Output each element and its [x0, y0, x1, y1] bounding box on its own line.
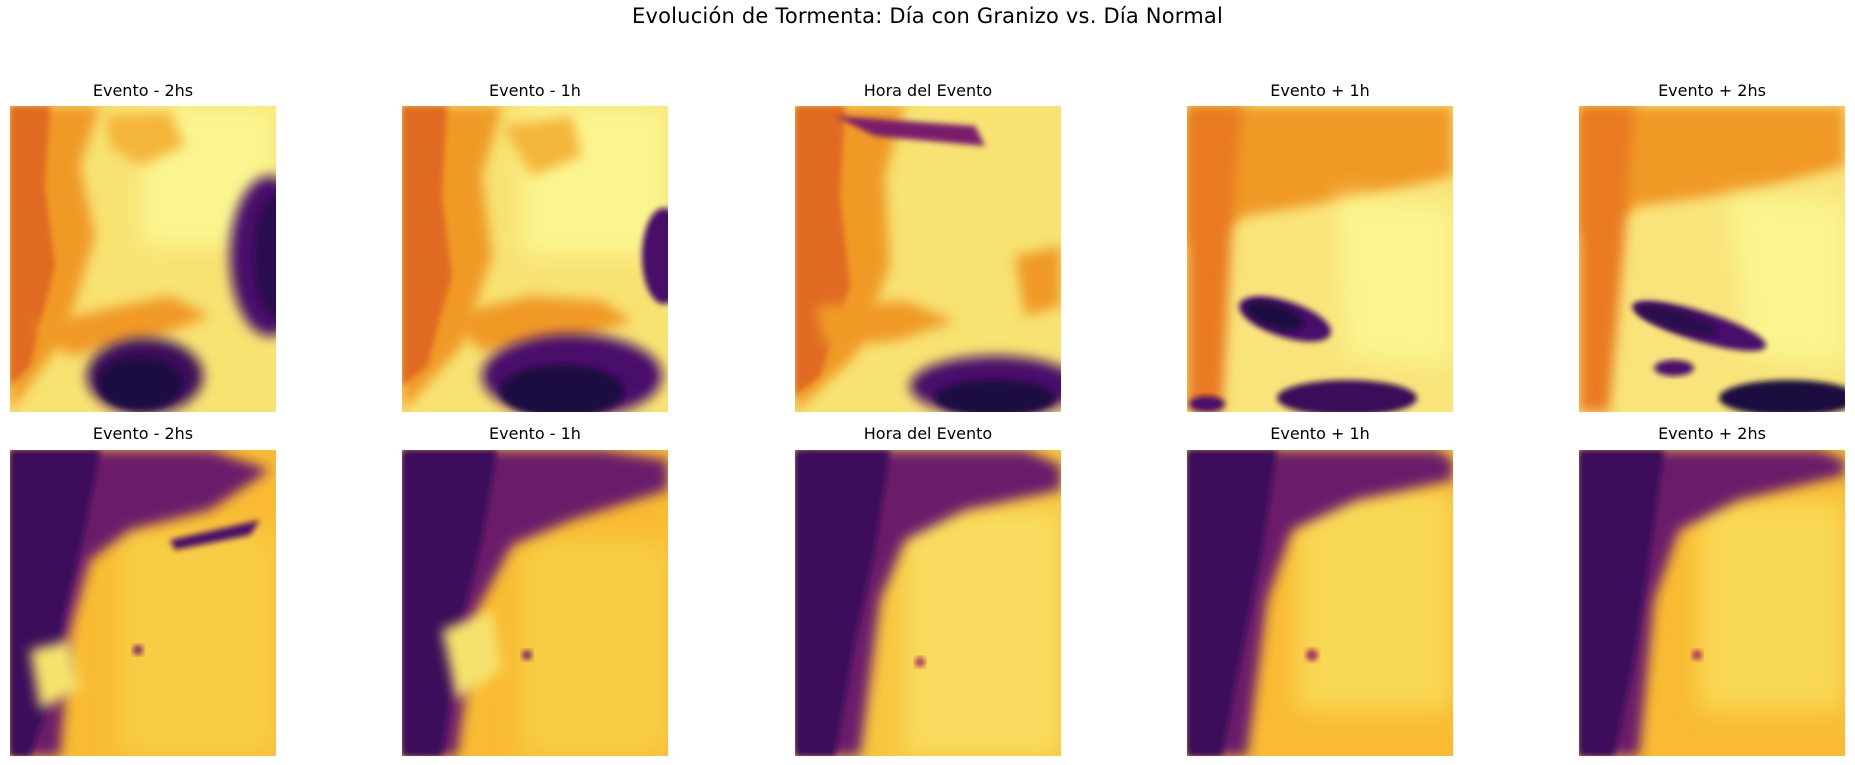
satellite-image-panel — [795, 450, 1061, 756]
satellite-image-panel — [402, 106, 668, 412]
satellite-image-panel — [1187, 106, 1453, 412]
panel-title: Hora del Evento — [863, 81, 993, 100]
satellite-image-panel — [1579, 106, 1845, 412]
satellite-image-panel — [795, 106, 1061, 412]
panel-title: Evento + 1h — [1270, 424, 1370, 443]
satellite-image-panel — [10, 106, 276, 412]
satellite-image-panel — [402, 450, 668, 756]
panel-title: Evento - 1h — [489, 424, 581, 443]
satellite-image-panel — [1187, 450, 1453, 756]
panel-title: Evento + 1h — [1270, 81, 1370, 100]
panel-title: Evento - 2hs — [92, 81, 194, 100]
panel-title: Evento + 2hs — [1658, 81, 1766, 100]
figure-title: Evolución de Tormenta: Día con Granizo v… — [632, 4, 1223, 28]
satellite-image-panel — [10, 450, 276, 756]
satellite-image-panel — [1579, 450, 1845, 756]
panel-title: Evento - 1h — [489, 81, 581, 100]
panel-title: Evento + 2hs — [1658, 424, 1766, 443]
panel-title: Evento - 2hs — [92, 424, 194, 443]
panel-title: Hora del Evento — [863, 424, 993, 443]
